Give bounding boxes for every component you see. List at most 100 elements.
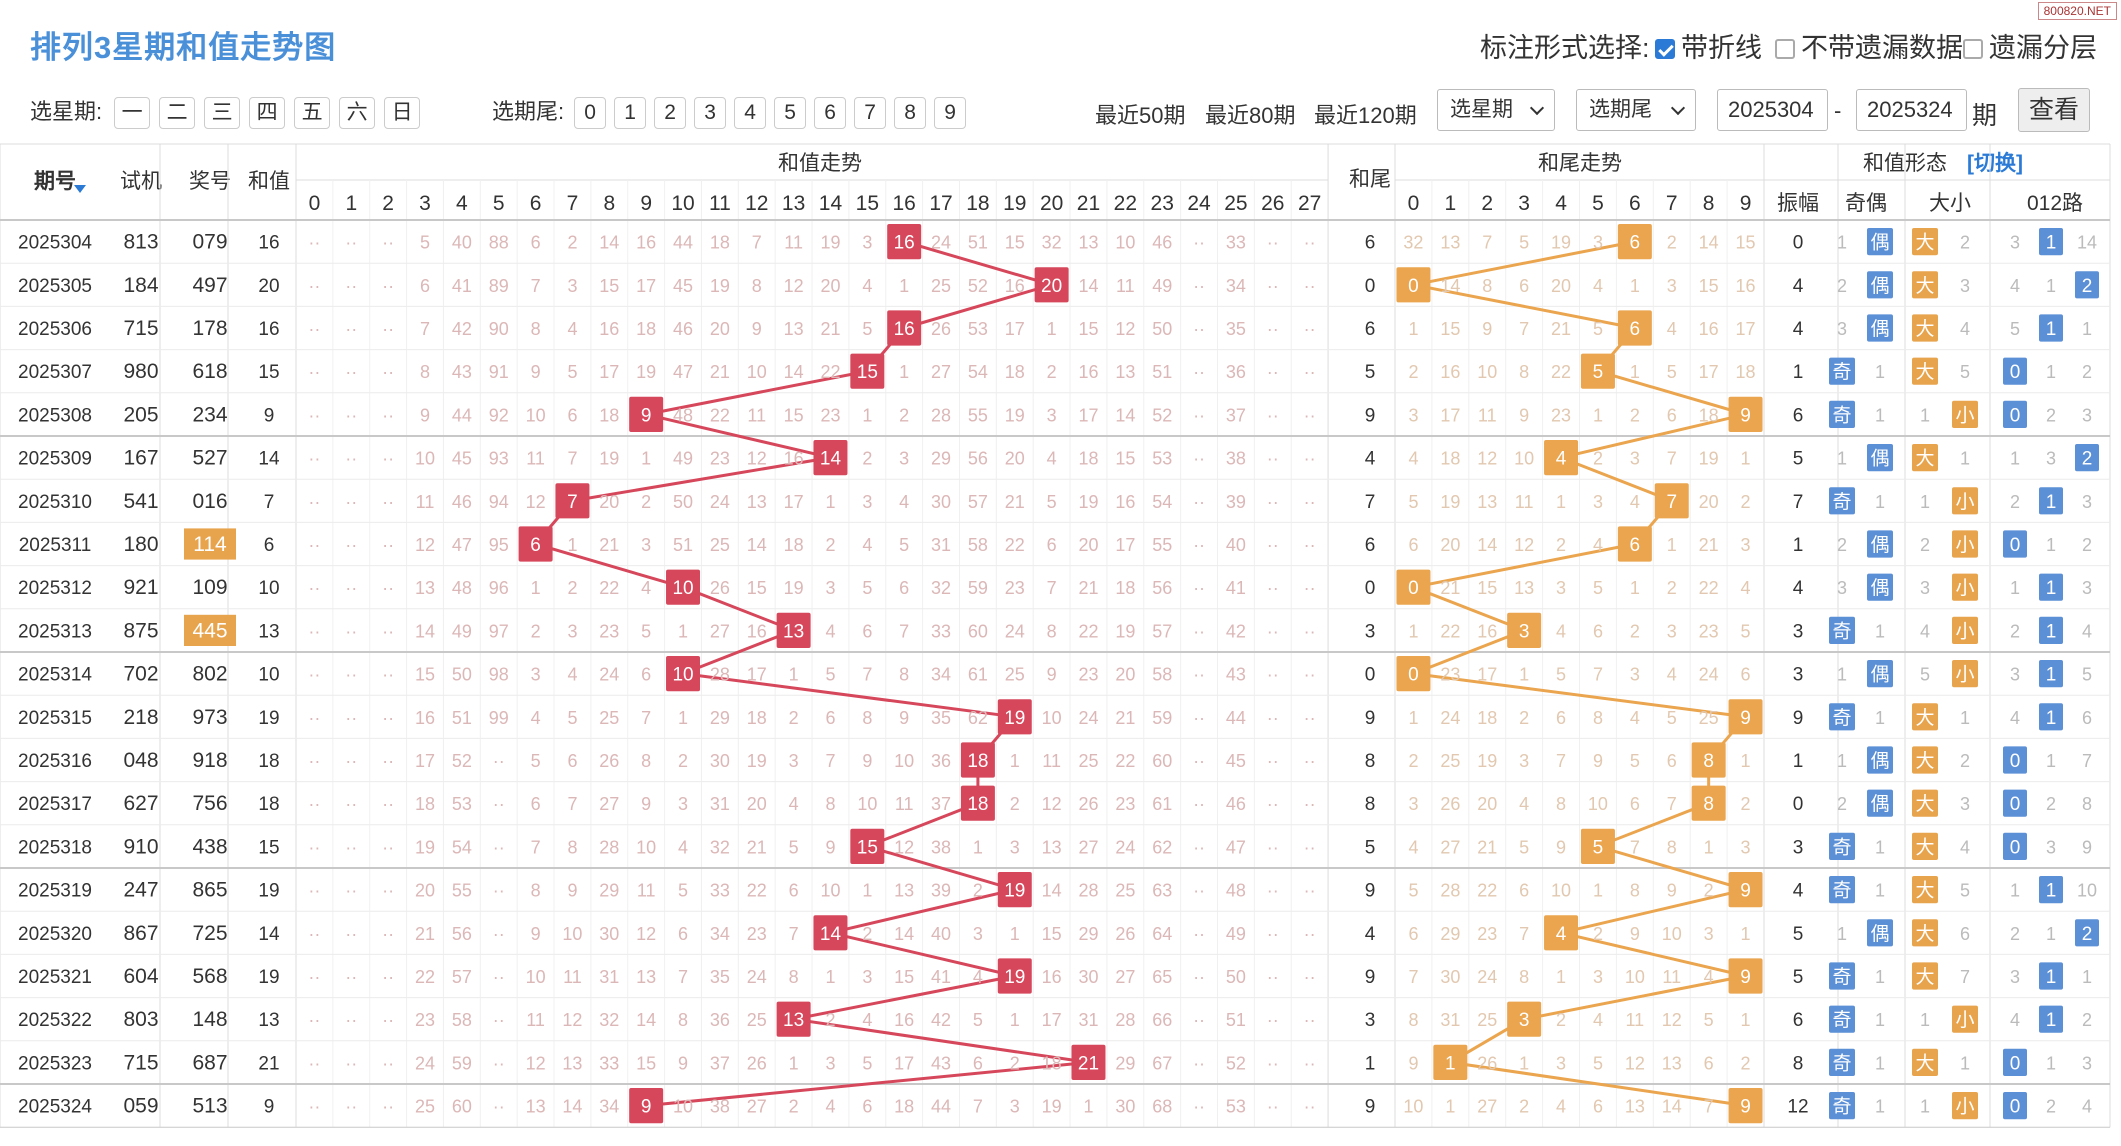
- tail-chip-7[interactable]: 7: [854, 97, 887, 129]
- tail-value: 3: [1365, 621, 1376, 642]
- sum-miss-cell: ··: [382, 449, 394, 469]
- recent-120-link[interactable]: 最近120期: [1314, 103, 1417, 128]
- opt-line-checkbox[interactable]: 带折线: [1655, 26, 1762, 65]
- tail-chip-0[interactable]: 0: [574, 97, 607, 129]
- bs-tag: [1912, 962, 1938, 990]
- sum-miss-cell: ··: [1193, 665, 1205, 685]
- prize-number: 802: [192, 663, 227, 686]
- from-issue-input[interactable]: 2025304: [1717, 89, 1828, 131]
- sum-miss-cell: 1: [862, 405, 872, 425]
- tail-ball-text: 9: [1740, 967, 1751, 988]
- sum-miss-cell: 15: [415, 665, 435, 685]
- r012-miss: 8: [2082, 794, 2092, 814]
- tail-ball: [1728, 872, 1763, 908]
- sum-miss-cell: ··: [1193, 492, 1205, 512]
- sum-miss-cell: 42: [931, 1010, 951, 1030]
- tail-chip-8[interactable]: 8: [894, 97, 927, 129]
- prize-number: 918: [192, 749, 227, 772]
- sum-ball-text: 21: [1078, 1053, 1099, 1074]
- sum-col-header: 24: [1187, 192, 1211, 215]
- sum-ball-text: 18: [967, 751, 988, 772]
- sum-miss-cell: ··: [345, 578, 357, 598]
- sum-miss-cell: 58: [1152, 665, 1172, 685]
- sum-miss-cell: 1: [1010, 1010, 1020, 1030]
- sum-miss-cell: 24: [1115, 837, 1135, 857]
- tail-select[interactable]: 选期尾: [1576, 89, 1696, 131]
- test-number: 910: [123, 835, 158, 858]
- sum-ball: [518, 526, 553, 562]
- query-button[interactable]: 查看: [2018, 88, 2090, 132]
- r012-miss: 6: [2082, 708, 2092, 728]
- recent-50-link[interactable]: 最近50期: [1095, 103, 1186, 128]
- sum-miss-cell: 5: [567, 362, 577, 382]
- sum-miss-cell: 40: [1226, 535, 1246, 555]
- r012-tag: [2003, 357, 2027, 385]
- sum-miss-cell: 62: [968, 708, 988, 728]
- bs-tag: [1952, 487, 1978, 515]
- tail-ball-text: 3: [1519, 621, 1530, 642]
- sum-miss-cell: 66: [1152, 1010, 1172, 1030]
- opt-layer-checkbox[interactable]: 遗漏分层: [1963, 26, 2097, 65]
- sort-down-icon[interactable]: [74, 185, 86, 193]
- sum-miss-cell: 21: [747, 837, 767, 857]
- weekday-chip-4[interactable]: 五: [294, 97, 331, 129]
- sum-miss-cell: ··: [493, 1010, 505, 1030]
- sum-col-header: 19: [1003, 192, 1026, 215]
- opt-nomiss-checkbox[interactable]: 不带遗漏数据: [1775, 26, 1963, 65]
- opt-line-label: 带折线: [1681, 33, 1762, 63]
- tail-chip-1[interactable]: 1: [614, 97, 647, 129]
- sum-miss-cell: 25: [1115, 881, 1135, 901]
- sum-miss-cell: ··: [1193, 621, 1205, 641]
- tail-ball-text: 8: [1703, 751, 1714, 772]
- sum-miss-cell: 27: [710, 621, 730, 641]
- tail-miss-cell: 9: [1408, 1053, 1418, 1073]
- sum-miss-cell: ··: [1304, 233, 1316, 253]
- r012-miss: 1: [2082, 967, 2092, 987]
- tail-chip-6[interactable]: 6: [814, 97, 847, 129]
- r012-tag-text: 0: [2010, 362, 2021, 383]
- weekday-chip-2[interactable]: 三: [204, 97, 241, 129]
- sum-miss-cell: 18: [1115, 578, 1135, 598]
- sum-miss-cell: 21: [1005, 492, 1025, 512]
- week-select[interactable]: 选星期: [1437, 89, 1555, 131]
- sum-miss-cell: 5: [862, 319, 872, 339]
- tail-chip-9[interactable]: 9: [934, 97, 967, 129]
- sum-miss-cell: 31: [599, 967, 619, 987]
- weekday-chip-3[interactable]: 四: [249, 97, 286, 129]
- sum-miss-cell: 1: [1083, 1097, 1093, 1117]
- sum-ball-text: 20: [1041, 276, 1062, 297]
- tail-chip-2[interactable]: 2: [654, 97, 687, 129]
- sum-miss-cell: 18: [894, 1097, 914, 1117]
- weekday-chip-0[interactable]: 一: [114, 97, 151, 129]
- sum-miss-cell: 1: [899, 276, 909, 296]
- sum-miss-cell: 33: [1226, 233, 1246, 253]
- tail-chip-4[interactable]: 4: [734, 97, 767, 129]
- to-issue-input[interactable]: 2025324: [1856, 89, 1967, 131]
- tail-chip-5[interactable]: 5: [774, 97, 807, 129]
- sum-miss-cell: 63: [1152, 881, 1172, 901]
- weekday-chip-5[interactable]: 六: [339, 97, 376, 129]
- sum-miss-cell: 32: [1042, 233, 1062, 253]
- tail-col-header: 5: [1592, 192, 1604, 215]
- sum-miss-cell: 16: [1042, 967, 1062, 987]
- r012-tag-text: 0: [2010, 1053, 2021, 1074]
- tail-chip-3[interactable]: 3: [694, 97, 727, 129]
- sum-miss-cell: 2: [862, 924, 872, 944]
- sum-miss-cell: ··: [308, 621, 320, 641]
- weekday-chip-6[interactable]: 日: [384, 97, 421, 129]
- r012-miss: 3: [2010, 233, 2020, 253]
- tail-col-header: 4: [1555, 192, 1567, 215]
- sum-miss-cell: ··: [345, 665, 357, 685]
- sum-miss-cell: 3: [825, 578, 835, 598]
- sum-miss-cell: 1: [789, 1053, 799, 1073]
- sum-miss-cell: 14: [894, 924, 914, 944]
- weekday-chip-1[interactable]: 二: [159, 97, 196, 129]
- r012-miss: 7: [2082, 751, 2092, 771]
- tail-miss-cell: 18: [1736, 362, 1756, 382]
- recent-80-link[interactable]: 最近80期: [1205, 103, 1296, 128]
- tail-miss-cell: 6: [1519, 881, 1529, 901]
- sum-miss-cell: 4: [825, 621, 835, 641]
- tail-miss-cell: 10: [1514, 449, 1534, 469]
- tail-miss-cell: 20: [1477, 794, 1497, 814]
